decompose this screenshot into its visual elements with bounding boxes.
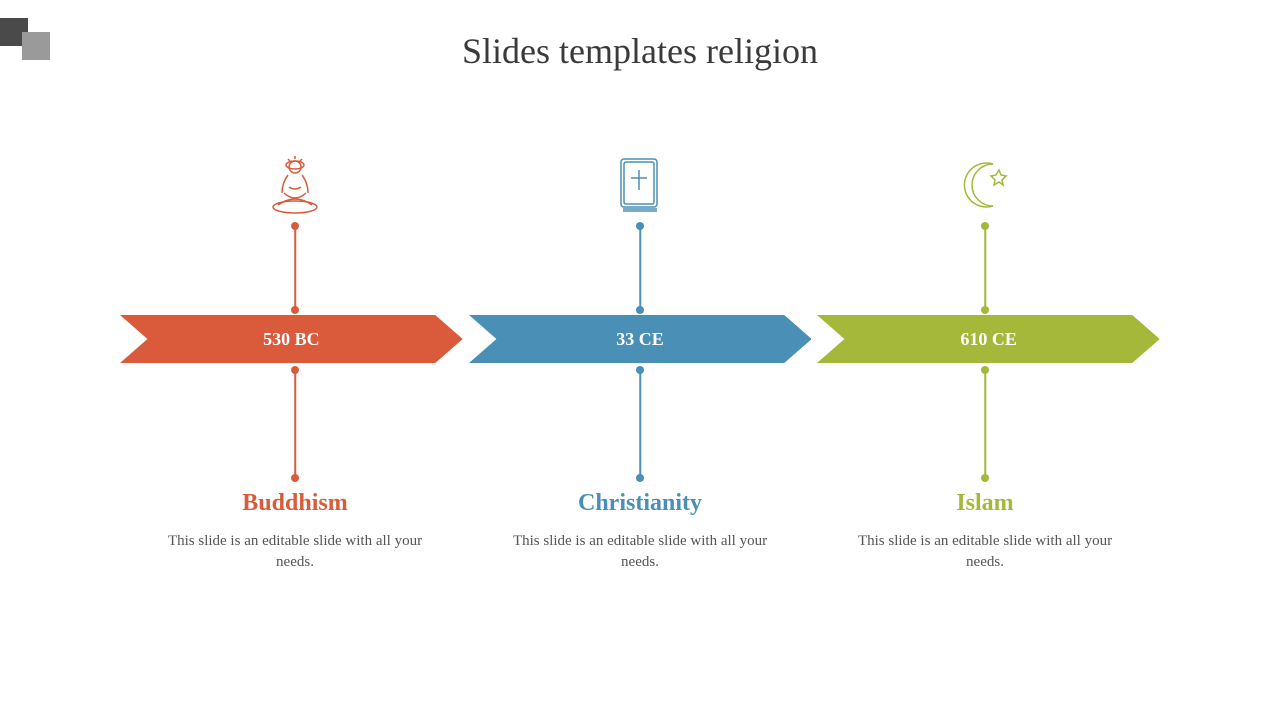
crescent-icon	[810, 150, 1160, 220]
religion-desc-1: This slide is an editable slide with all…	[120, 531, 470, 573]
religion-desc-2: This slide is an editable slide with all…	[465, 531, 815, 573]
connector-down-2	[639, 370, 641, 478]
religion-name-3: Islam	[810, 490, 1160, 517]
timeline-item-top-3	[810, 150, 1160, 310]
religion-desc-3: This slide is an editable slide with all…	[810, 531, 1160, 573]
timeline-date-3: 610 CE	[960, 329, 1017, 350]
timeline-arrow-1: 530 BC	[120, 315, 463, 363]
timeline-arrow-3: 610 CE	[817, 315, 1160, 363]
timeline-date-1: 530 BC	[263, 329, 320, 350]
connector-up-3	[984, 226, 986, 310]
bible-icon	[465, 150, 815, 220]
timeline-item-bottom-1: Buddhism This slide is an editable slide…	[120, 370, 470, 573]
connector-up-2	[639, 226, 641, 310]
timeline-item-bottom-3: Islam This slide is an editable slide wi…	[810, 370, 1160, 573]
connector-up-1	[294, 226, 296, 310]
timeline-item-bottom-2: Christianity This slide is an editable s…	[465, 370, 815, 573]
religion-name-2: Christianity	[465, 490, 815, 517]
timeline-item-top-2	[465, 150, 815, 310]
timeline-date-2: 33 CE	[616, 329, 664, 350]
connector-down-3	[984, 370, 986, 478]
religion-name-1: Buddhism	[120, 490, 470, 517]
buddha-icon	[120, 150, 470, 220]
connector-down-1	[294, 370, 296, 478]
slide-title: Slides templates religion	[0, 30, 1280, 72]
timeline-item-top-1	[120, 150, 470, 310]
timeline-container: 530 BC 33 CE 610 CE Buddhism This slide …	[0, 150, 1280, 650]
arrow-row: 530 BC 33 CE 610 CE	[120, 315, 1160, 363]
timeline-arrow-2: 33 CE	[469, 315, 812, 363]
